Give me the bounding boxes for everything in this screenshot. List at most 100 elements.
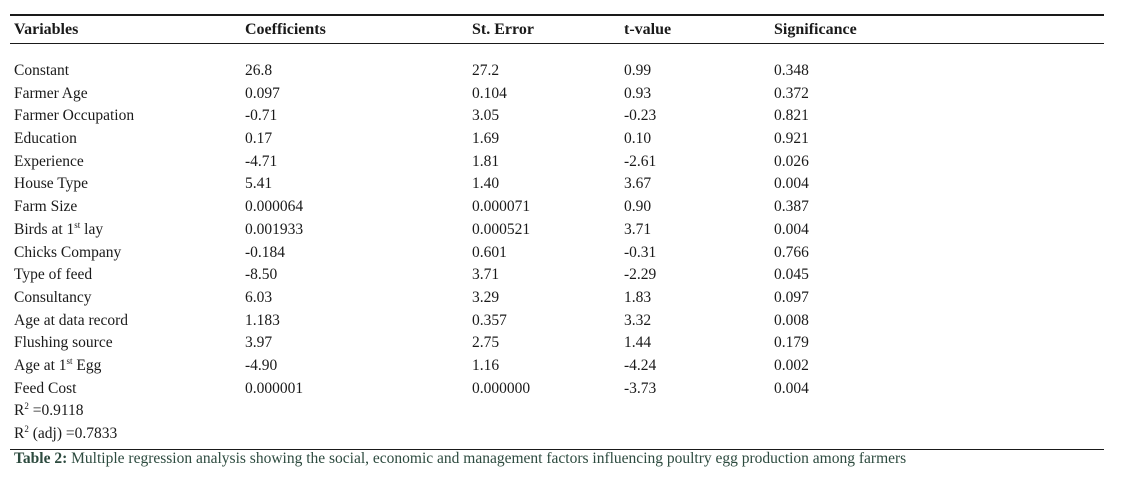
bottom-rule (10, 448, 1104, 450)
row-coefficient: -4.71 (245, 152, 278, 170)
row-label: Feed Cost (14, 379, 77, 397)
table-row: Farm Size 0.000064 0.000071 0.90 0.387 (10, 196, 1104, 219)
table-row: Flushing source 3.97 2.75 1.44 0.179 (10, 332, 1104, 355)
r2adj-symbol: R (14, 425, 25, 442)
caption-label: Table 2: (14, 450, 68, 467)
r-squared-adjusted: R2 (adj) =0.7833 (10, 423, 1104, 446)
header-st-error: St. Error (472, 21, 534, 38)
row-st-error: 27.2 (472, 62, 500, 79)
row-label: Age at data record (14, 311, 129, 329)
row-t-value: -0.23 (624, 107, 657, 125)
row-t-value: 1.83 (624, 288, 652, 306)
row-t-value: 1.44 (624, 334, 652, 352)
row-st-error: 0.601 (472, 243, 507, 261)
row-coefficient: -0.184 (245, 243, 286, 261)
row-t-value: 0.93 (624, 84, 652, 102)
top-rule (10, 14, 1104, 16)
row-significance: 0.179 (774, 334, 809, 352)
row-label: Flushing source (14, 334, 113, 352)
row-label: Farm Size (14, 198, 78, 216)
table-row: Chicks Company -0.184 0.601 -0.31 0.766 (10, 242, 1104, 265)
row-label: Chicks Company (14, 243, 122, 261)
row-label-suffix: Egg (72, 356, 102, 374)
row-coefficient: 0.17 (245, 130, 273, 148)
row-t-value: 0.99 (624, 62, 652, 79)
r2adj-superscript: 2 (24, 424, 29, 434)
table-body: Constant 26.8 27.2 0.99 0.348 Farmer Age… (10, 60, 1104, 400)
row-label: Consultancy (14, 288, 92, 306)
row-significance: 0.008 (774, 311, 809, 329)
row-coefficient: 26.8 (245, 62, 273, 79)
row-significance: 0.821 (774, 107, 809, 125)
header-t-value: t-value (624, 21, 672, 38)
row-label: Constant (14, 62, 70, 79)
row-label-text: Birds at 1 (14, 220, 75, 238)
row-significance: 0.045 (774, 266, 809, 284)
row-label: Type of feed (14, 266, 93, 284)
row-label: Age at 1st Egg (10, 355, 245, 378)
row-label: Birds at 1st lay (10, 219, 245, 242)
row-st-error: 2.75 (472, 334, 500, 352)
row-st-error: 3.29 (472, 288, 500, 306)
table-caption: Table 2: Multiple regression analysis sh… (14, 450, 906, 468)
row-label-suffix: lay (80, 220, 104, 238)
row-label: Education (14, 130, 77, 148)
row-t-value: -2.29 (624, 266, 657, 284)
row-coefficient: 0.000064 (245, 198, 304, 216)
row-st-error: 1.16 (472, 356, 500, 374)
row-significance: 0.387 (774, 198, 809, 216)
row-t-value: 0.10 (624, 130, 652, 148)
row-t-value: -2.61 (624, 152, 657, 170)
row-coefficient: 6.03 (245, 288, 273, 306)
row-significance: 0.002 (774, 356, 809, 374)
row-t-value: 0.90 (624, 198, 652, 216)
table-row: House Type 5.41 1.40 3.67 0.004 (10, 173, 1104, 196)
row-significance: 0.004 (774, 220, 809, 238)
table-row: Constant 26.8 27.2 0.99 0.348 (10, 60, 1104, 83)
row-significance: 0.026 (774, 152, 809, 170)
row-label: House Type (14, 175, 88, 193)
row-coefficient: 3.97 (245, 334, 273, 352)
r2-superscript: 2 (24, 401, 29, 412)
row-coefficient: 0.000001 (245, 379, 304, 397)
table-row: Type of feed -8.50 3.71 -2.29 0.045 (10, 264, 1104, 287)
row-coefficient: 0.097 (245, 84, 280, 102)
row-st-error: 0.104 (472, 84, 507, 102)
table-row: Education 0.17 1.69 0.10 0.921 (10, 128, 1104, 151)
table-row: Farmer Age 0.097 0.104 0.93 0.372 (10, 83, 1104, 106)
row-label-superscript: st (66, 355, 73, 366)
row-st-error: 1.40 (472, 175, 500, 193)
row-coefficient: -0.71 (245, 107, 278, 125)
row-st-error: 0.000000 (472, 379, 531, 397)
row-coefficient: 1.183 (245, 311, 280, 329)
row-coefficient: -8.50 (245, 266, 278, 284)
row-significance: 0.921 (774, 130, 809, 148)
r2adj-value: (adj) =0.7833 (28, 425, 118, 442)
table-row: Consultancy 6.03 3.29 1.83 0.097 (10, 287, 1104, 310)
row-st-error: 0.357 (472, 311, 507, 329)
header-significance: Significance (774, 21, 857, 38)
row-significance: 0.004 (774, 175, 809, 193)
table-header: Variables Coefficients St. Error t-value… (10, 16, 1104, 43)
table-row: Age at data record 1.183 0.357 3.32 0.00… (10, 310, 1104, 333)
header-rule (10, 43, 1104, 44)
row-st-error: 1.69 (472, 130, 500, 148)
row-significance: 0.766 (774, 243, 809, 261)
row-label-superscript: st (74, 219, 81, 230)
table-row: Age at 1st Egg -4.90 1.16 -4.24 0.002 (10, 355, 1104, 378)
row-coefficient: 0.001933 (245, 220, 304, 238)
row-coefficient: 5.41 (245, 175, 273, 193)
regression-table: Variables Coefficients St. Error t-value… (10, 14, 1104, 450)
row-significance: 0.097 (774, 288, 809, 306)
row-significance: 0.372 (774, 84, 809, 102)
row-st-error: 3.05 (472, 107, 500, 125)
row-st-error: 3.71 (472, 266, 500, 284)
row-st-error: 1.81 (472, 152, 500, 170)
row-t-value: 3.67 (624, 175, 652, 193)
row-label: Experience (14, 152, 84, 170)
row-t-value: -3.73 (624, 379, 657, 397)
table-row: Feed Cost 0.000001 0.000000 -3.73 0.004 (10, 378, 1104, 401)
r-squared: R2 =0.9118 (10, 400, 1104, 423)
row-label-text: Age at 1 (14, 356, 67, 374)
r2-value: =0.9118 (28, 402, 84, 420)
